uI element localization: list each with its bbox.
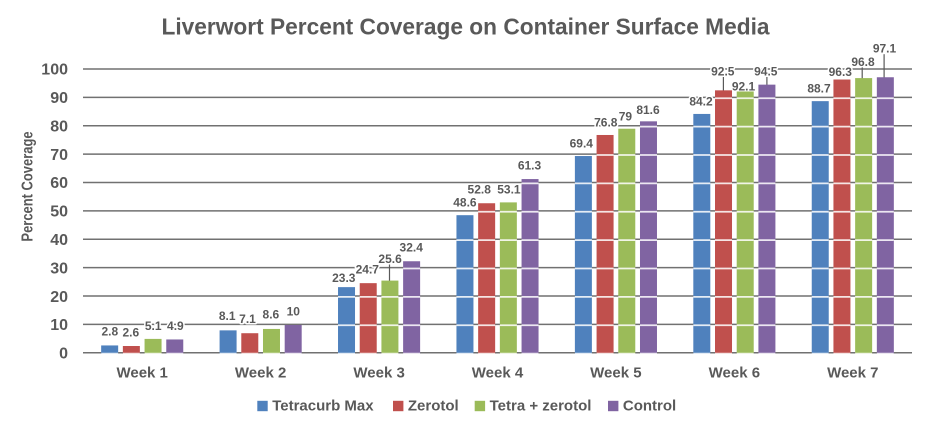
svg-text:Percent Coverage: Percent Coverage xyxy=(19,131,37,241)
svg-text:Week 6: Week 6 xyxy=(709,365,760,382)
svg-text:48.6: 48.6 xyxy=(453,196,477,210)
svg-text:32.4: 32.4 xyxy=(400,241,424,255)
svg-text:10: 10 xyxy=(287,305,301,319)
svg-text:Control: Control xyxy=(623,398,676,415)
svg-text:5.1: 5.1 xyxy=(145,319,162,333)
svg-text:80: 80 xyxy=(50,119,68,136)
svg-text:84.2: 84.2 xyxy=(689,95,713,109)
svg-text:94.5: 94.5 xyxy=(754,65,778,79)
svg-text:69.4: 69.4 xyxy=(570,137,594,151)
svg-text:97.1: 97.1 xyxy=(873,42,897,56)
svg-text:30: 30 xyxy=(50,260,68,277)
svg-text:7.1: 7.1 xyxy=(239,312,256,326)
svg-text:96.3: 96.3 xyxy=(829,65,853,79)
svg-text:79: 79 xyxy=(619,110,633,124)
svg-text:96.8: 96.8 xyxy=(851,55,875,69)
svg-text:Week 7: Week 7 xyxy=(827,365,878,382)
svg-text:2.6: 2.6 xyxy=(122,326,139,340)
svg-text:70: 70 xyxy=(50,147,68,164)
svg-text:8.1: 8.1 xyxy=(219,309,236,323)
svg-text:8.6: 8.6 xyxy=(263,307,280,321)
svg-text:40: 40 xyxy=(50,232,68,249)
svg-text:Week 2: Week 2 xyxy=(235,365,286,382)
svg-text:88.7: 88.7 xyxy=(807,81,831,95)
svg-text:10: 10 xyxy=(50,317,68,334)
svg-text:4.9: 4.9 xyxy=(167,319,184,333)
svg-text:Liverwort Percent Coverage on: Liverwort Percent Coverage on Container … xyxy=(162,14,770,40)
svg-text:53.1: 53.1 xyxy=(497,182,521,196)
svg-text:60: 60 xyxy=(50,175,68,192)
svg-text:2.8: 2.8 xyxy=(101,325,118,339)
svg-text:Week 4: Week 4 xyxy=(472,365,524,382)
svg-text:52.8: 52.8 xyxy=(468,182,492,196)
svg-text:24.7: 24.7 xyxy=(356,263,380,277)
svg-text:Tetracurb Max: Tetracurb Max xyxy=(272,398,374,415)
svg-text:81.6: 81.6 xyxy=(636,103,660,117)
svg-text:20: 20 xyxy=(50,289,68,306)
svg-text:61.3: 61.3 xyxy=(518,158,542,172)
svg-text:76.8: 76.8 xyxy=(594,115,618,129)
svg-text:Week 3: Week 3 xyxy=(353,365,404,382)
svg-text:90: 90 xyxy=(50,90,68,107)
svg-text:Zerotol: Zerotol xyxy=(408,398,459,415)
svg-text:Week 1: Week 1 xyxy=(116,365,167,382)
svg-text:92.1: 92.1 xyxy=(732,79,756,93)
svg-text:0: 0 xyxy=(59,346,68,363)
svg-text:25.6: 25.6 xyxy=(378,252,402,266)
svg-text:Tetra + zerotol: Tetra + zerotol xyxy=(490,398,592,415)
svg-text:50: 50 xyxy=(50,204,68,221)
svg-text:23.3: 23.3 xyxy=(332,271,356,285)
svg-text:Week 5: Week 5 xyxy=(590,365,641,382)
svg-text:92.5: 92.5 xyxy=(711,65,735,79)
svg-text:100: 100 xyxy=(41,62,68,79)
